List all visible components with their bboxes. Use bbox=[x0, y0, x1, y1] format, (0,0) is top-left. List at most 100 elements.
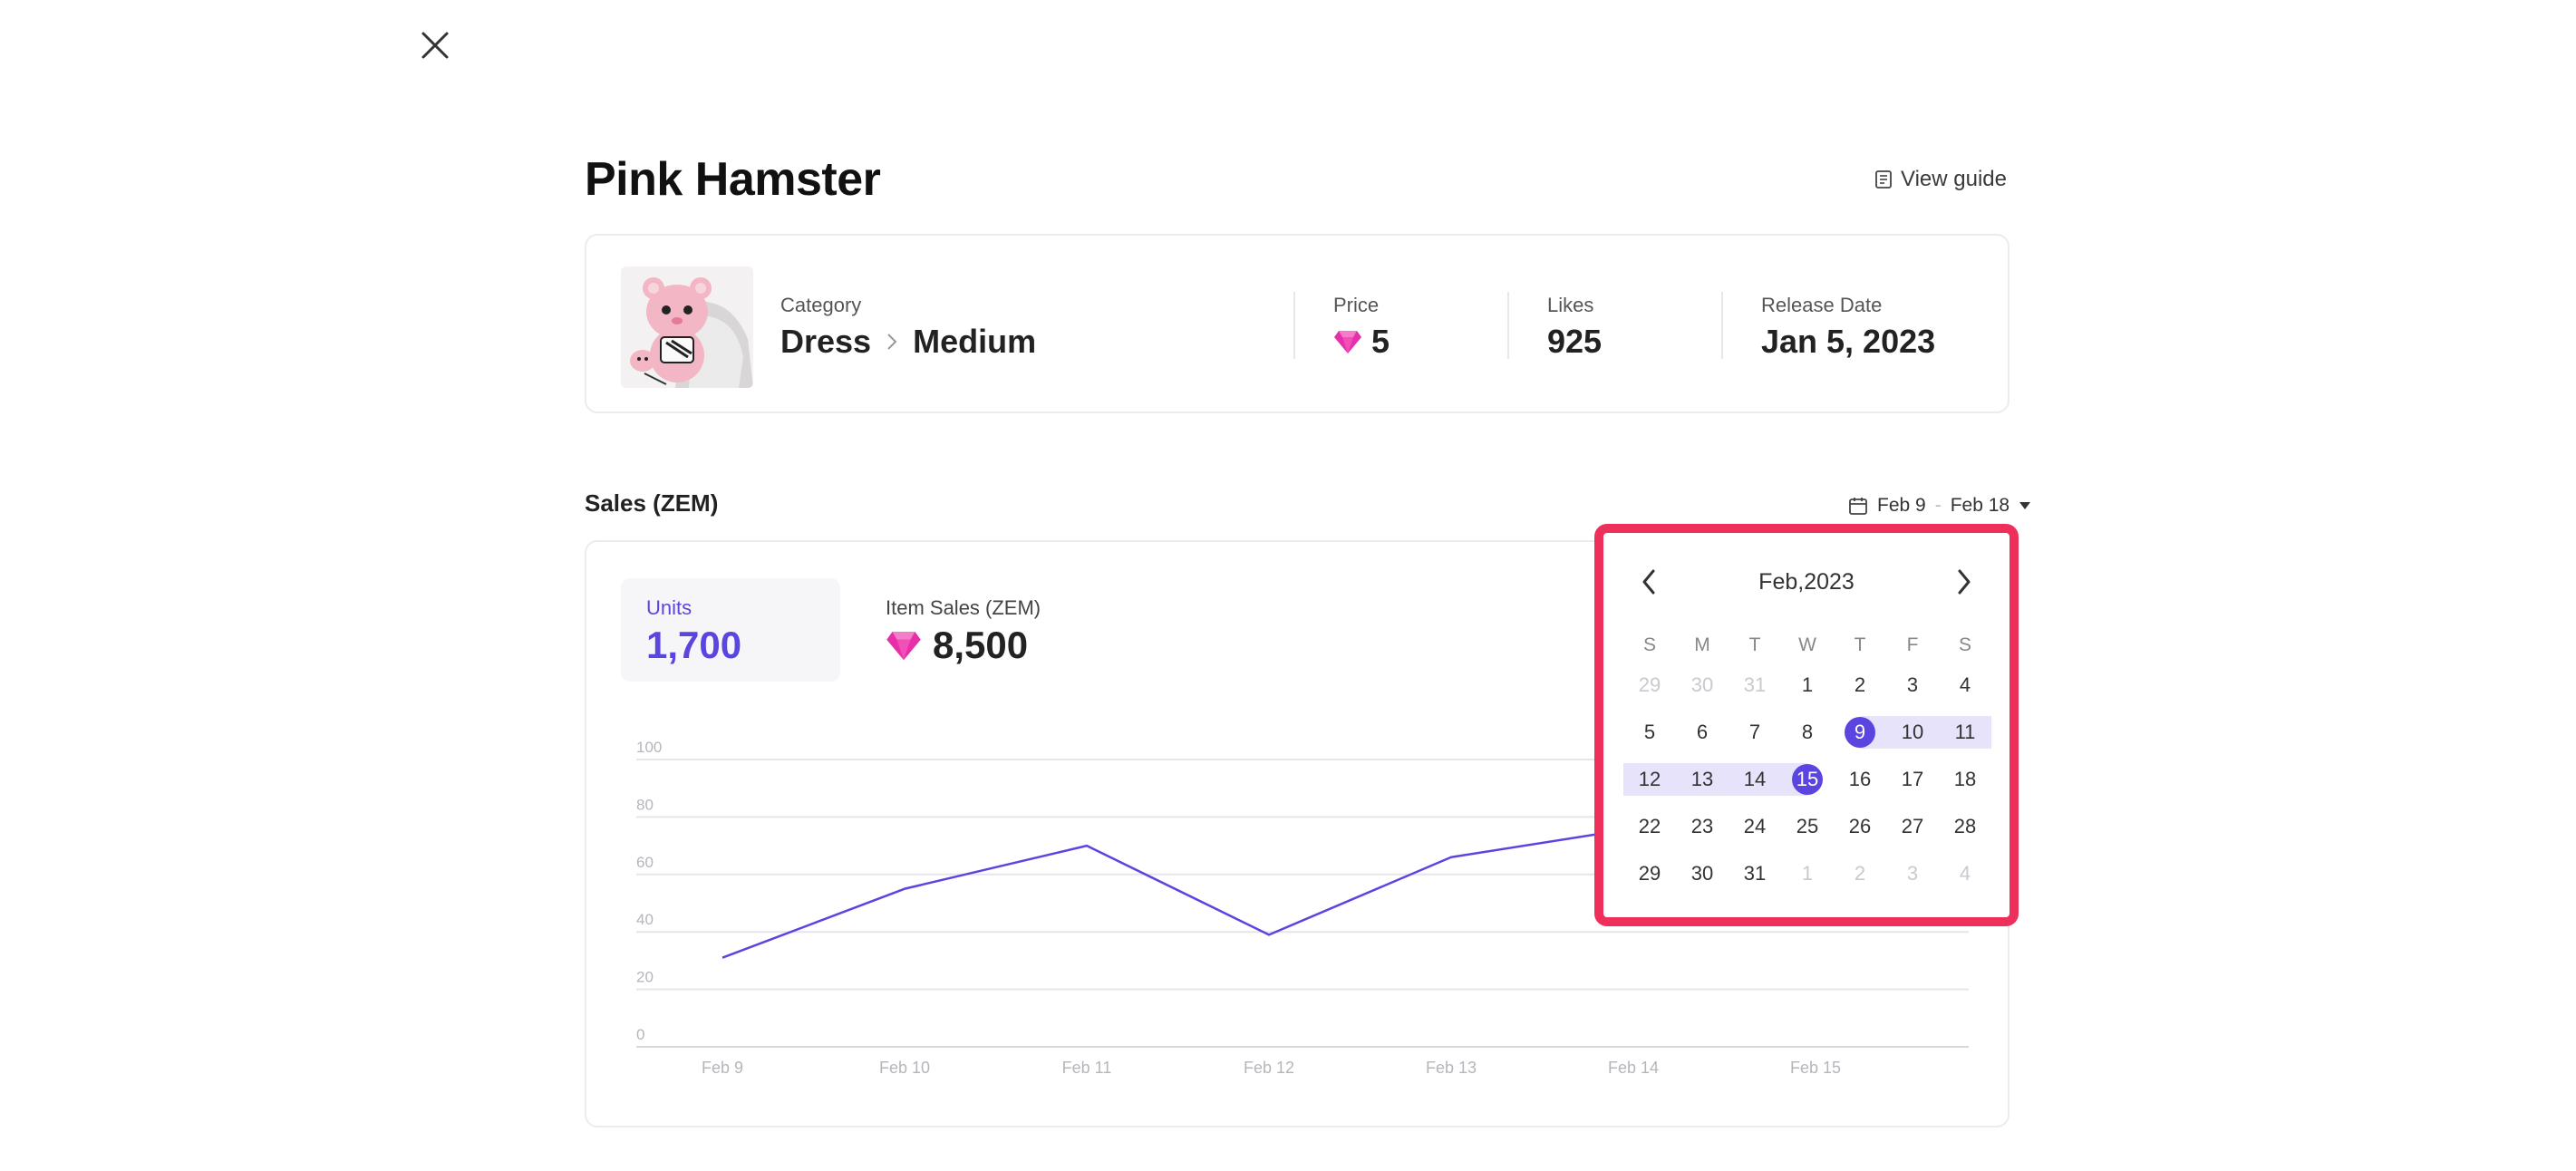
calendar-day-number: 8 bbox=[1801, 721, 1814, 743]
calendar-day-number: 7 bbox=[1748, 721, 1761, 743]
calendar-day[interactable]: 16 bbox=[1834, 763, 1886, 796]
calendar-day[interactable]: 2 bbox=[1834, 857, 1886, 890]
calendar-day[interactable]: 31 bbox=[1729, 857, 1781, 890]
calendar-day[interactable]: 22 bbox=[1623, 810, 1676, 843]
calendar-day[interactable]: 10 bbox=[1886, 716, 1939, 749]
sales-title: Sales (ZEM) bbox=[585, 489, 719, 517]
close-icon bbox=[421, 32, 449, 59]
y-tick-label: 0 bbox=[636, 1026, 644, 1043]
calendar-day[interactable]: 5 bbox=[1623, 716, 1676, 749]
calendar-day[interactable]: 30 bbox=[1676, 857, 1729, 890]
calendar-day[interactable]: 7 bbox=[1729, 716, 1781, 749]
calendar-day-number: 16 bbox=[1848, 768, 1872, 790]
calendar-day[interactable]: 28 bbox=[1939, 810, 1991, 843]
subcategory-value: Medium bbox=[913, 323, 1037, 360]
prev-month-button[interactable] bbox=[1631, 564, 1667, 600]
calendar-day[interactable]: 8 bbox=[1781, 716, 1834, 749]
calendar-day-number: 3 bbox=[1906, 673, 1919, 696]
calendar-day-number: 27 bbox=[1901, 815, 1924, 837]
calendar-day-number: 2 bbox=[1854, 673, 1866, 696]
item-sales-value: 8,500 bbox=[933, 624, 1029, 666]
price: 5 bbox=[1333, 323, 1390, 361]
weekday-label: F bbox=[1906, 634, 1919, 655]
calendar-day-number: 29 bbox=[1638, 673, 1661, 696]
calendar-day[interactable]: 14 bbox=[1729, 763, 1781, 796]
calendar-day[interactable]: 31 bbox=[1729, 669, 1781, 702]
weekday-label: W bbox=[1798, 634, 1816, 655]
calendar-day[interactable]: 12 bbox=[1623, 763, 1676, 796]
x-tick-label: Feb 11 bbox=[1062, 1059, 1112, 1077]
calendar-day-number: 2 bbox=[1854, 862, 1866, 885]
category-label: Category bbox=[780, 294, 862, 316]
calendar-day[interactable]: 4 bbox=[1939, 669, 1991, 702]
date-range-end: Feb 18 bbox=[1950, 495, 2010, 516]
y-tick-label: 20 bbox=[636, 969, 654, 986]
calendar-icon bbox=[1849, 498, 1867, 515]
x-tick-label: Feb 12 bbox=[1244, 1059, 1294, 1077]
likes-value: 925 bbox=[1547, 323, 1603, 360]
calendar-day[interactable]: 11 bbox=[1939, 716, 1991, 749]
calendar-day[interactable]: 26 bbox=[1834, 810, 1886, 843]
weekday-label: T bbox=[1748, 634, 1761, 655]
calendar-day[interactable]: 1 bbox=[1781, 857, 1834, 890]
calendar-day-number: 11 bbox=[1954, 721, 1976, 743]
calendar-day[interactable]: 13 bbox=[1676, 763, 1729, 796]
date-picker-calendar: Feb,2023 S M T W T F S 29 30 31 1 2 3 4 5 6 7 8 9 10 11 12 13 1… bbox=[1594, 524, 2019, 926]
units-label: Units bbox=[646, 596, 692, 619]
calendar-day-number: 22 bbox=[1638, 815, 1661, 837]
calendar-day-number: 15 bbox=[1792, 764, 1823, 795]
units-tab[interactable]: Units 1,700 bbox=[621, 578, 840, 682]
calendar-day[interactable]: 2 bbox=[1834, 669, 1886, 702]
page-title: Pink Hamster bbox=[585, 153, 881, 206]
series-line bbox=[721, 827, 1634, 959]
calendar-day-number: 3 bbox=[1906, 862, 1919, 885]
calendar-day[interactable]: 9 bbox=[1834, 716, 1886, 749]
calendar-day[interactable]: 6 bbox=[1676, 716, 1729, 749]
item-thumbnail bbox=[621, 266, 753, 388]
date-range-picker[interactable]: Feb 9 - Feb 18 bbox=[1848, 495, 2031, 517]
calendar-day[interactable]: 3 bbox=[1886, 669, 1939, 702]
calendar-day[interactable]: 27 bbox=[1886, 810, 1939, 843]
document-icon bbox=[1875, 170, 1892, 189]
calendar-day[interactable]: 29 bbox=[1623, 669, 1676, 702]
close-button[interactable] bbox=[417, 27, 453, 63]
units-value: 1,700 bbox=[646, 624, 742, 666]
calendar-week-row: 29 30 31 1 2 3 4 bbox=[1623, 662, 1991, 709]
calendar-day[interactable]: 24 bbox=[1729, 810, 1781, 843]
x-tick-label: Feb 10 bbox=[879, 1059, 930, 1077]
calendar-grid: S M T W T F S 29 30 31 1 2 3 4 5 6 7 8 9 10 11 12 13 14 15 16 17 18… bbox=[1623, 629, 1991, 897]
item-sales-tab[interactable]: Item Sales (ZEM) 8,500 bbox=[886, 578, 1103, 682]
calendar-day[interactable]: 30 bbox=[1676, 669, 1729, 702]
divider bbox=[1507, 292, 1509, 359]
price-label: Price bbox=[1333, 294, 1380, 316]
calendar-day[interactable]: 17 bbox=[1886, 763, 1939, 796]
calendar-day[interactable]: 15 bbox=[1781, 763, 1834, 796]
calendar-day-number: 10 bbox=[1901, 721, 1924, 743]
calendar-month-label: Feb,2023 bbox=[1758, 569, 1855, 595]
divider bbox=[1293, 292, 1295, 359]
calendar-day[interactable]: 1 bbox=[1781, 669, 1834, 702]
date-range-start: Feb 9 bbox=[1877, 495, 1926, 516]
calendar-week-row: 5 6 7 8 9 10 11 bbox=[1623, 709, 1991, 756]
calendar-day[interactable]: 4 bbox=[1939, 857, 1991, 890]
calendar-day[interactable]: 29 bbox=[1623, 857, 1676, 890]
chevron-right-icon bbox=[1958, 569, 1971, 595]
calendar-day[interactable]: 23 bbox=[1676, 810, 1729, 843]
weekday-label: S bbox=[1958, 634, 1971, 655]
calendar-day[interactable]: 18 bbox=[1939, 763, 1991, 796]
y-tick-label: 100 bbox=[636, 739, 662, 756]
item-info-card: Category Dress Medium Price 5 Likes 925 … bbox=[585, 234, 2009, 413]
calendar-day-number: 25 bbox=[1796, 815, 1819, 837]
next-month-button[interactable] bbox=[1946, 564, 1982, 600]
view-guide-link[interactable]: View guide bbox=[1874, 167, 2007, 192]
calendar-day[interactable]: 3 bbox=[1886, 857, 1939, 890]
x-tick-label: Feb 9 bbox=[702, 1059, 743, 1077]
weekday-label: T bbox=[1854, 634, 1866, 655]
chevron-left-icon bbox=[1642, 569, 1655, 595]
calendar-day-number: 17 bbox=[1901, 768, 1924, 790]
calendar-day[interactable]: 25 bbox=[1781, 810, 1834, 843]
view-guide-label: View guide bbox=[1901, 167, 2007, 191]
calendar-day-number: 14 bbox=[1743, 768, 1767, 790]
calendar-day-number: 31 bbox=[1743, 862, 1767, 885]
